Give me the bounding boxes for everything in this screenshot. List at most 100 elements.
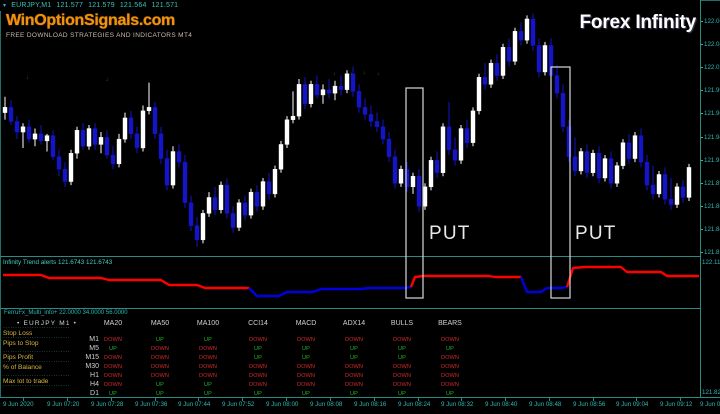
candle [56,149,62,177]
price-tick [701,21,703,22]
candle [302,77,308,110]
candle [128,110,134,140]
candle [392,149,398,189]
candle [434,151,440,179]
candle [224,178,230,219]
mtf-signal-cell: DOWN [198,373,218,379]
candle [632,132,638,163]
info-separator: ···························· [3,359,71,365]
candle [2,96,8,120]
candle [494,54,500,81]
collapse-caret-icon[interactable]: ▾ [3,2,7,9]
candle [8,100,14,125]
candle [626,133,632,164]
candle [248,188,254,219]
arrow-marker-icon: ↓ [377,71,380,77]
candle [422,183,428,210]
price-chart-pane[interactable]: ↓ ↓ ↓ ↓ ↓ ↓ [1,11,700,256]
candle [500,43,506,80]
candle [38,124,44,145]
time-axis[interactable]: 9 Jun 2020 9 Jun 07:20 9 Jun 07:28 9 Jun 07… [0,398,720,414]
price-axis-label: 121.815 [704,249,720,256]
mtf-signal-cell: DOWN [103,337,123,343]
candle [236,199,242,232]
multi-info-pane[interactable]: FerruFx_Multi_info+ 22.0000 34.0000 56.0… [1,309,700,397]
info-separator: ···························· [3,335,71,341]
mtf-signal-cell: DOWN [248,382,268,388]
multi-info-header: FerruFx_Multi_info+ 22.0000 34.0000 56.0… [4,310,128,316]
mtf-signal-cell: UP [350,391,358,397]
time-axis-label: 9 Jun 2020 [3,401,34,408]
mtf-signal-cell: DOWN [198,346,218,352]
candle [614,162,620,187]
mtf-signal-cell: DOWN [440,355,460,361]
trend-segment-blue [519,276,568,294]
trend-segment-red [565,265,699,288]
mtf-column-header: BULLS [390,320,414,327]
info-separator: ···························· [3,349,71,355]
candle [458,124,464,164]
time-tick-mark [111,398,112,401]
candle [80,123,86,150]
candle [146,82,152,115]
mtf-signal-cell: DOWN [392,382,412,388]
mtf-signal-cell: DOWN [392,364,412,370]
info-row-label: Pips Profit [3,354,34,361]
candle [326,79,332,99]
candle [548,38,554,81]
candle [446,102,452,156]
candle [116,133,122,168]
arrow-marker-icon: ↓ [106,77,109,83]
pane-divider-top [0,256,700,257]
candle [566,119,572,163]
mtf-signal-cell: UP [254,391,262,397]
arrow-marker-icon: ↓ [363,70,366,76]
candle [536,38,542,78]
arrow-marker-icon: ↓ [350,71,353,77]
price-tick [701,113,703,115]
mtf-signal-cell: UP [254,346,262,352]
price-tick [701,228,703,230]
candle [194,216,200,247]
page-title: Forex Infinity [579,12,697,33]
candle [86,124,92,150]
candle [428,156,434,191]
candlestick-series: ↓ ↓ ↓ ↓ ↓ ↓ [2,13,692,247]
candle [272,165,278,198]
mtf-row-header: D1 [90,390,99,397]
candle [662,167,668,205]
candle [362,98,368,120]
candle [344,70,350,94]
candle [26,119,32,143]
mtf-signal-cell: UP [446,391,454,397]
price-axis-label: 122.065 [704,18,720,25]
mtf-row-header: M5 [89,345,99,352]
ohlc-low: 121.564 [119,2,147,9]
mtf-signal-cell: UP [204,391,212,397]
candle [320,84,326,104]
pane-divider-bottom [0,308,700,309]
mtf-signal-cell: UP [156,337,164,343]
mtf-signal-cell: DOWN [344,337,364,343]
candle [314,75,320,99]
mtf-signal-cell: DOWN [440,337,460,343]
time-axis-label: 9 Jun 09:12 [660,401,693,408]
mtf-signal-cell: DOWN [344,364,364,370]
time-axis-label: 9 Jun 07:28 [91,401,124,408]
candle [140,105,146,152]
candle [404,162,410,193]
candle [374,112,380,133]
time-axis-label: 9 Jun 08:00 [266,401,299,408]
candle [170,146,176,189]
sub-axis-label: 121.825 [702,389,720,396]
info-separator: ···························· [3,325,71,331]
price-axis[interactable]: 122.065 122.040 122.015 121.990 121.965 121.9… [701,0,720,398]
info-row-label: Pips to Stop [3,340,39,347]
candle [440,123,446,177]
candle [554,64,560,99]
ohlc-open: 121.577 [56,2,84,9]
time-tick-mark [418,398,419,401]
candle [416,169,422,212]
candle [578,147,584,175]
mtf-signal-cell: DOWN [440,373,460,379]
